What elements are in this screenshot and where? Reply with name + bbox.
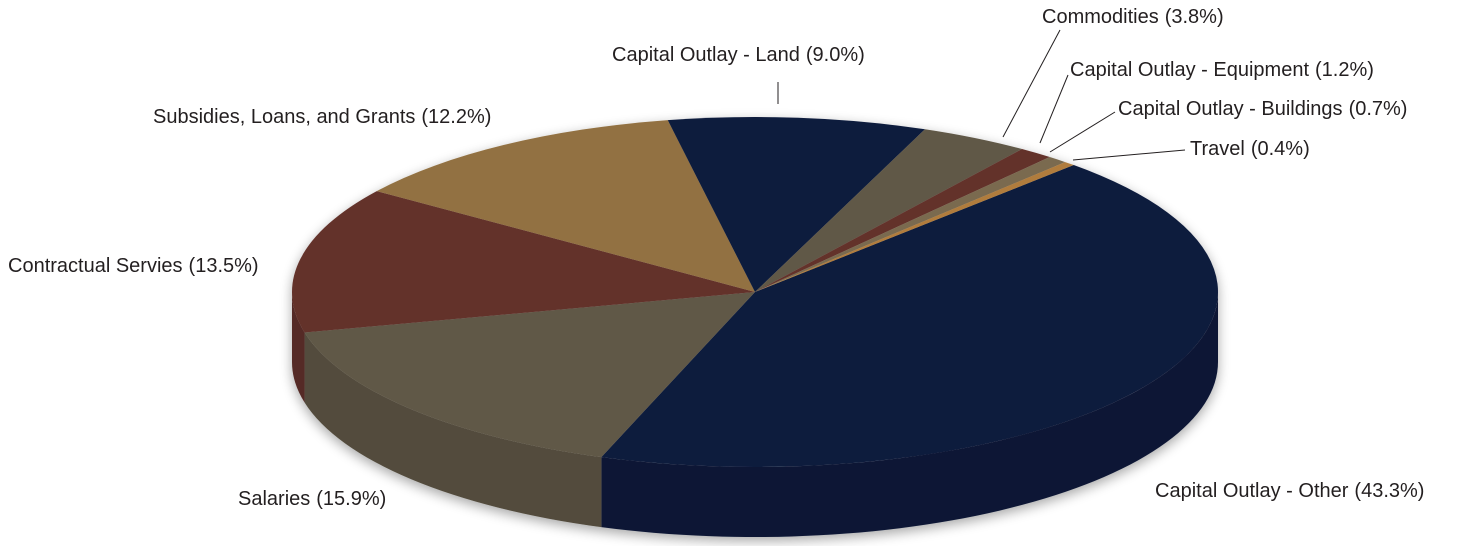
slice-label: Commodities (3.8%) bbox=[1042, 6, 1224, 28]
pie-slice bbox=[601, 165, 1219, 468]
value-label: (1.2%) bbox=[1315, 59, 1374, 81]
slice-label: Travel (0.4%) bbox=[1190, 138, 1310, 160]
pie-slice bbox=[667, 117, 925, 293]
category-name: Travel bbox=[1190, 138, 1245, 160]
category-name: Salaries bbox=[238, 488, 310, 510]
slice-label: Contractual Servies (13.5%) bbox=[8, 255, 259, 277]
value-label: (0.4%) bbox=[1251, 138, 1310, 160]
slice-label: Subsidies, Loans, and Grants (12.2%) bbox=[153, 106, 491, 128]
pie-slice bbox=[292, 191, 755, 333]
pie-slice bbox=[304, 292, 755, 458]
category-name: Subsidies, Loans, and Grants bbox=[153, 106, 415, 128]
value-label: (12.2%) bbox=[421, 106, 491, 128]
category-name: Capital Outlay - Buildings bbox=[1118, 98, 1343, 120]
slice-label: Capital Outlay - Other (43.3%) bbox=[1155, 480, 1424, 502]
value-label: (0.7%) bbox=[1349, 98, 1408, 120]
pie-slice bbox=[755, 162, 1074, 292]
pie-slice bbox=[376, 120, 755, 293]
slice-label: Capital Outlay - Equipment (1.2%) bbox=[1070, 59, 1374, 81]
category-name: Capital Outlay - Land bbox=[612, 44, 800, 66]
value-label: (15.9%) bbox=[316, 488, 386, 510]
category-name: Contractual Servies bbox=[8, 255, 183, 277]
pie-slice bbox=[755, 157, 1066, 292]
pie-side bbox=[292, 292, 305, 403]
pie-slice bbox=[755, 129, 1023, 292]
leader-line bbox=[1002, 29, 1061, 138]
pie-side bbox=[304, 332, 602, 528]
pie-side bbox=[601, 292, 1218, 537]
value-label: (13.5%) bbox=[189, 255, 259, 277]
category-name: Commodities bbox=[1042, 6, 1159, 28]
leader-line bbox=[1072, 149, 1186, 161]
slice-label: Salaries (15.9%) bbox=[238, 488, 386, 510]
pie-slice bbox=[755, 149, 1050, 292]
pie bbox=[292, 117, 1219, 537]
slice-label: Capital Outlay - Buildings (0.7%) bbox=[1118, 98, 1407, 120]
value-label: (43.3%) bbox=[1354, 480, 1424, 502]
value-label: (3.8%) bbox=[1165, 6, 1224, 28]
value-label: (9.0%) bbox=[806, 44, 865, 66]
leader-line bbox=[1039, 74, 1069, 144]
leader-line bbox=[1049, 111, 1116, 153]
slice-label: Capital Outlay - Land (9.0%) bbox=[612, 44, 865, 66]
category-name: Capital Outlay - Other bbox=[1155, 480, 1349, 502]
category-name: Capital Outlay - Equipment bbox=[1070, 59, 1309, 81]
